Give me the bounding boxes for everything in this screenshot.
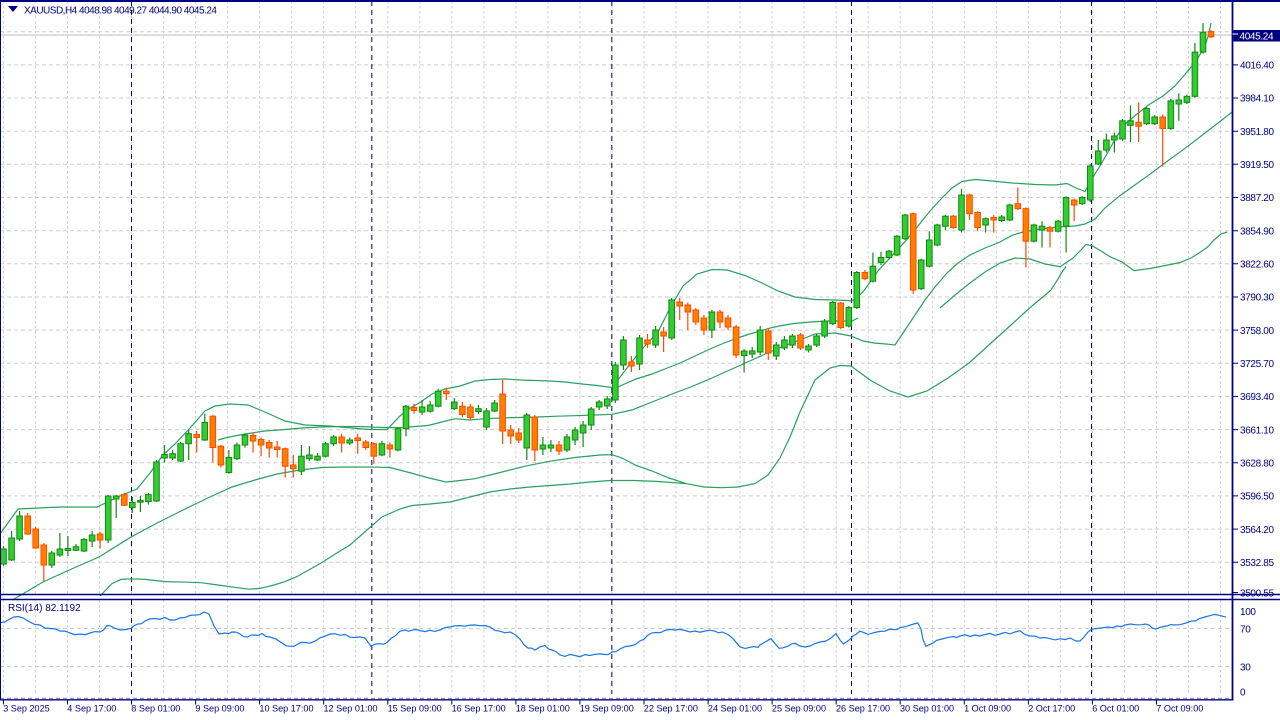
svg-text:26 Sep 17:00: 26 Sep 17:00 xyxy=(836,704,890,714)
svg-text:10 Sep 17:00: 10 Sep 17:00 xyxy=(259,704,313,714)
svg-text:9 Sep 09:00: 9 Sep 09:00 xyxy=(195,704,244,714)
svg-text:3854.90: 3854.90 xyxy=(1240,226,1274,237)
svg-text:12 Sep 01:00: 12 Sep 01:00 xyxy=(324,704,378,714)
svg-text:3500.55: 3500.55 xyxy=(1240,588,1274,599)
svg-text:0: 0 xyxy=(1240,688,1246,699)
svg-text:3887.20: 3887.20 xyxy=(1240,193,1274,204)
svg-text:XAUUSD,H4 4048.98 4049.27 404: XAUUSD,H4 4048.98 4049.27 4044.90 4045.2… xyxy=(24,6,217,17)
svg-text:3564.20: 3564.20 xyxy=(1240,525,1274,536)
svg-text:3758.00: 3758.00 xyxy=(1240,326,1274,337)
svg-text:70: 70 xyxy=(1240,624,1251,635)
svg-text:3822.60: 3822.60 xyxy=(1240,260,1274,271)
svg-text:4045.24: 4045.24 xyxy=(1240,32,1274,43)
svg-text:100: 100 xyxy=(1240,607,1256,618)
svg-text:3 Sep 2025: 3 Sep 2025 xyxy=(3,704,50,714)
svg-text:RSI(14) 82.1192: RSI(14) 82.1192 xyxy=(8,603,81,614)
svg-text:22 Sep 17:00: 22 Sep 17:00 xyxy=(644,704,698,714)
svg-text:15 Sep 09:00: 15 Sep 09:00 xyxy=(388,704,442,714)
svg-text:3596.50: 3596.50 xyxy=(1240,492,1274,503)
svg-text:25 Sep 09:00: 25 Sep 09:00 xyxy=(772,704,826,714)
svg-text:4 Sep 17:00: 4 Sep 17:00 xyxy=(67,704,116,714)
svg-text:16 Sep 17:00: 16 Sep 17:00 xyxy=(452,704,506,714)
svg-text:30: 30 xyxy=(1240,662,1251,673)
svg-text:1 Oct 09:00: 1 Oct 09:00 xyxy=(964,704,1011,714)
svg-text:6 Oct 01:00: 6 Oct 01:00 xyxy=(1092,704,1139,714)
svg-text:3951.80: 3951.80 xyxy=(1240,127,1274,138)
svg-text:3790.30: 3790.30 xyxy=(1240,293,1274,304)
svg-text:18 Sep 01:00: 18 Sep 01:00 xyxy=(516,704,570,714)
svg-text:3725.70: 3725.70 xyxy=(1240,359,1274,370)
svg-text:3661.10: 3661.10 xyxy=(1240,425,1274,436)
svg-text:30 Sep 01:00: 30 Sep 01:00 xyxy=(900,704,954,714)
svg-text:3919.50: 3919.50 xyxy=(1240,160,1274,171)
svg-text:3628.80: 3628.80 xyxy=(1240,459,1274,470)
svg-text:7 Oct 09:00: 7 Oct 09:00 xyxy=(1156,704,1203,714)
svg-text:2 Oct 17:00: 2 Oct 17:00 xyxy=(1028,704,1075,714)
svg-text:24 Sep 01:00: 24 Sep 01:00 xyxy=(708,704,762,714)
svg-text:3984.10: 3984.10 xyxy=(1240,94,1274,105)
svg-text:19 Sep 09:00: 19 Sep 09:00 xyxy=(580,704,634,714)
svg-text:4016.40: 4016.40 xyxy=(1240,61,1274,72)
svg-text:3532.85: 3532.85 xyxy=(1240,558,1274,569)
svg-text:3693.40: 3693.40 xyxy=(1240,392,1274,403)
svg-text:8 Sep 01:00: 8 Sep 01:00 xyxy=(131,704,180,714)
